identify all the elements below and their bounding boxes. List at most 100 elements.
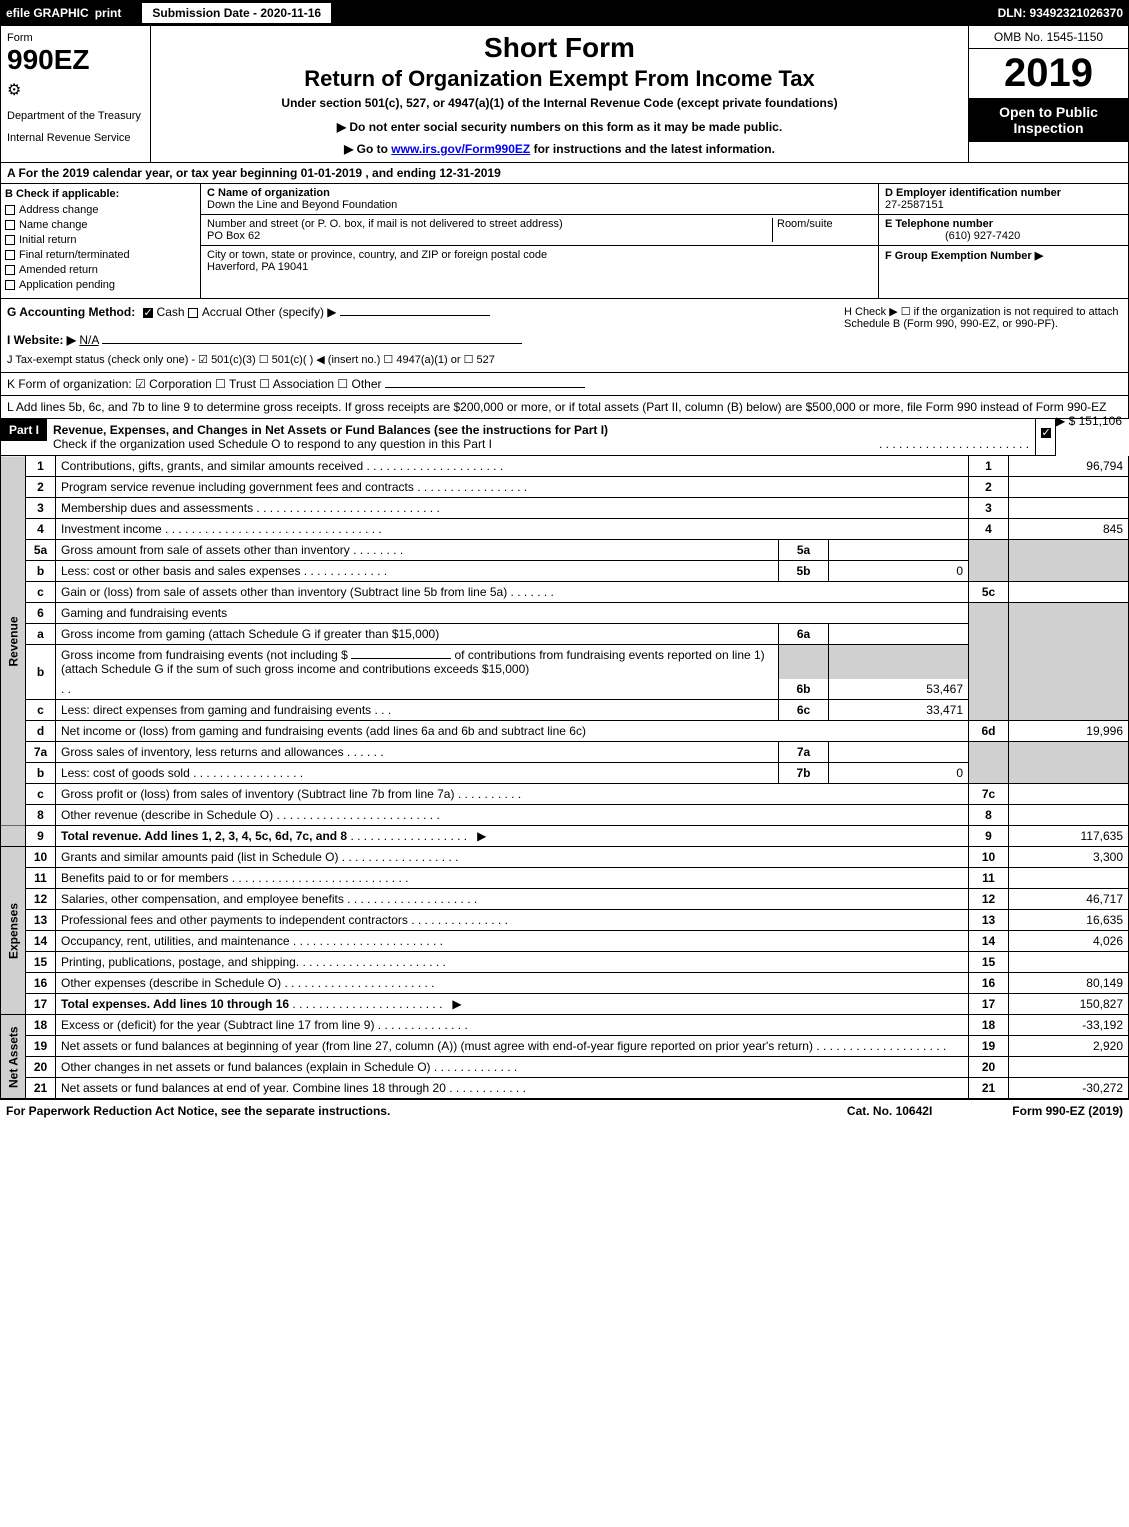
goto-line: ▶ Go to www.irs.gov/Form990EZ for instru…: [157, 142, 962, 156]
website-value: N/A: [79, 333, 98, 347]
top-bar: efile GRAPHIC print Submission Date - 20…: [0, 0, 1129, 26]
i-label: I Website: ▶: [7, 333, 76, 347]
table-row: 15 Printing, publications, postage, and …: [1, 952, 1129, 973]
c-name-label: C Name of organization: [207, 187, 330, 199]
group-label: F Group Exemption Number ▶: [885, 250, 1043, 262]
dln-label: DLN: 93492321026370: [998, 6, 1123, 20]
table-row: 21 Net assets or fund balances at end of…: [1, 1078, 1129, 1099]
table-row: . . 6b 53,467: [1, 679, 1129, 700]
chk-amended[interactable]: Amended return: [5, 264, 196, 276]
l-amount: ▶ $ 151,106: [1056, 414, 1122, 428]
table-row: 16 Other expenses (describe in Schedule …: [1, 973, 1129, 994]
print-label[interactable]: print: [95, 6, 122, 20]
table-row: c Gross profit or (loss) from sales of i…: [1, 784, 1129, 805]
goto-suffix: for instructions and the latest informat…: [534, 142, 775, 156]
line-num: 1: [26, 456, 56, 477]
table-row: c Gain or (loss) from sale of assets oth…: [1, 582, 1129, 603]
table-row: 8 Other revenue (describe in Schedule O)…: [1, 805, 1129, 826]
table-row: 13 Professional fees and other payments …: [1, 910, 1129, 931]
website-row: I Website: ▶ N/A: [7, 333, 832, 347]
under-section: Under section 501(c), 527, or 4947(a)(1)…: [157, 96, 962, 110]
part-i-checkbox[interactable]: [1035, 419, 1055, 455]
chk-cash[interactable]: [143, 308, 153, 318]
table-row: b Less: cost of goods sold . . . . . . .…: [1, 763, 1129, 784]
return-title: Return of Organization Exempt From Incom…: [157, 66, 962, 92]
table-row: b Less: cost or other basis and sales ex…: [1, 561, 1129, 582]
revenue-side-label: Revenue: [1, 456, 26, 826]
table-row: 12 Salaries, other compensation, and emp…: [1, 889, 1129, 910]
dept-treasury: Department of the Treasury: [7, 110, 144, 122]
part-i-label: Part I: [1, 419, 47, 441]
tax-year-large: 2019: [969, 49, 1128, 98]
k-text: K Form of organization: ☑ Corporation ☐ …: [7, 377, 382, 391]
table-row: 20 Other changes in net assets or fund b…: [1, 1057, 1129, 1078]
form-ref: Form 990-EZ (2019): [1012, 1104, 1123, 1118]
table-row: 9 Total revenue. Add lines 1, 2, 3, 4, 5…: [1, 826, 1129, 847]
submission-date: Submission Date - 2020-11-16: [141, 2, 332, 24]
paperwork-notice: For Paperwork Reduction Act Notice, see …: [6, 1104, 847, 1118]
addr-label: Number and street (or P. O. box, if mail…: [207, 218, 563, 230]
chk-application-pending[interactable]: Application pending: [5, 279, 196, 291]
tax-exempt-row: J Tax-exempt status (check only one) - ☑…: [7, 353, 832, 366]
title-center: Short Form Return of Organization Exempt…: [151, 26, 968, 162]
form-word: Form: [7, 32, 144, 44]
footer: For Paperwork Reduction Act Notice, see …: [0, 1099, 1129, 1122]
b-label: B Check if applicable:: [5, 188, 196, 200]
l-text: L Add lines 5b, 6c, and 7b to line 9 to …: [7, 400, 1106, 414]
phone-block: E Telephone number (610) 927-7420: [879, 215, 1128, 246]
table-row: 7a Gross sales of inventory, less return…: [1, 742, 1129, 763]
section-a-b-c-d: B Check if applicable: Address change Na…: [0, 184, 1129, 299]
city-value: Haverford, PA 19041: [207, 261, 308, 273]
part-i-header: Part I Revenue, Expenses, and Changes in…: [0, 419, 1056, 456]
part-i-label-wrap: Part I: [1, 419, 47, 455]
part-i-check-text: Check if the organization used Schedule …: [53, 437, 492, 451]
seal-icon: ⚙: [7, 80, 144, 100]
table-row: 5a Gross amount from sale of assets othe…: [1, 540, 1129, 561]
city-label: City or town, state or province, country…: [207, 249, 547, 261]
chk-address-change[interactable]: Address change: [5, 204, 196, 216]
row-k: K Form of organization: ☑ Corporation ☐ …: [0, 373, 1129, 396]
line-rn: 1: [969, 456, 1009, 477]
efile-label: efile GRAPHIC: [6, 6, 89, 20]
line-desc: Contributions, gifts, grants, and simila…: [56, 456, 969, 477]
cat-no: Cat. No. 10642I: [847, 1104, 932, 1118]
col-c: C Name of organization Down the Line and…: [201, 184, 878, 298]
ssn-notice: ▶ Do not enter social security numbers o…: [157, 120, 962, 134]
chk-name-change[interactable]: Name change: [5, 219, 196, 231]
table-row: c Less: direct expenses from gaming and …: [1, 700, 1129, 721]
accounting-row: G Accounting Method: Cash Accrual Other …: [7, 305, 832, 319]
section-g-h: G Accounting Method: Cash Accrual Other …: [0, 299, 1129, 373]
ein-block: D Employer identification number 27-2587…: [879, 184, 1128, 215]
form-number: 990EZ: [7, 44, 144, 76]
chk-initial-return[interactable]: Initial return: [5, 234, 196, 246]
net-assets-side-label: Net Assets: [1, 1015, 26, 1099]
h-label: H Check ▶ ☐ if the organization is not r…: [844, 306, 1119, 330]
tax-year-row: A For the 2019 calendar year, or tax yea…: [0, 163, 1129, 184]
irs-label: Internal Revenue Service: [7, 132, 144, 144]
gh-left: G Accounting Method: Cash Accrual Other …: [1, 299, 838, 372]
line-val: 96,794: [1009, 456, 1129, 477]
table-row: Revenue 1 Contributions, gifts, grants, …: [1, 456, 1129, 477]
phone-label: E Telephone number: [885, 218, 993, 230]
short-form-title: Short Form: [157, 32, 962, 64]
city-block: City or town, state or province, country…: [201, 246, 878, 276]
g-label: G Accounting Method:: [7, 305, 135, 319]
table-row: 19 Net assets or fund balances at beginn…: [1, 1036, 1129, 1057]
omb-number: OMB No. 1545-1150: [969, 26, 1128, 49]
irs-link[interactable]: www.irs.gov/Form990EZ: [391, 142, 530, 156]
chk-accrual[interactable]: [188, 308, 198, 318]
org-name: Down the Line and Beyond Foundation: [207, 199, 397, 211]
chk-final-return[interactable]: Final return/terminated: [5, 249, 196, 261]
table-row: d Net income or (loss) from gaming and f…: [1, 721, 1129, 742]
table-row: 17 Total expenses. Add lines 10 through …: [1, 994, 1129, 1015]
goto-prefix: ▶ Go to: [344, 142, 391, 156]
row-l: L Add lines 5b, 6c, and 7b to line 9 to …: [0, 396, 1129, 419]
phone-value: (610) 927-7420: [885, 230, 1020, 242]
table-row: 2 Program service revenue including gove…: [1, 477, 1129, 498]
addr-block: Number and street (or P. O. box, if mail…: [201, 215, 878, 246]
table-row: Net Assets 18 Excess or (deficit) for th…: [1, 1015, 1129, 1036]
table-row: 4 Investment income . . . . . . . . . . …: [1, 519, 1129, 540]
group-block: F Group Exemption Number ▶: [879, 246, 1128, 265]
col-d-e-f: D Employer identification number 27-2587…: [878, 184, 1128, 298]
open-public-box: Open to Public Inspection: [969, 98, 1128, 142]
